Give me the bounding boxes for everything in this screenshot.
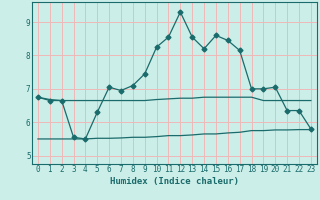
X-axis label: Humidex (Indice chaleur): Humidex (Indice chaleur) bbox=[110, 177, 239, 186]
